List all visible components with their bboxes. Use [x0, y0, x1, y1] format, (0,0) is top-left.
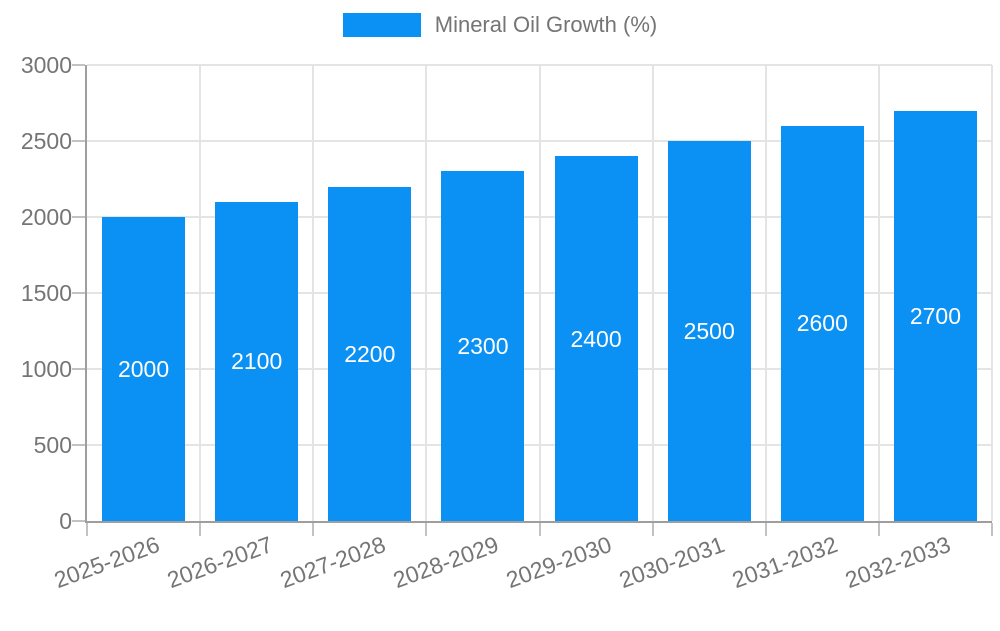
bar	[441, 171, 525, 521]
gridline-vertical	[312, 65, 315, 521]
y-tick	[72, 292, 85, 294]
legend: Mineral Oil Growth (%)	[0, 12, 1000, 38]
y-axis-tick-label: 0	[59, 508, 72, 534]
y-axis-line	[85, 65, 87, 523]
x-axis-line	[85, 521, 992, 523]
y-axis-tick-label: 1000	[20, 356, 72, 382]
y-tick	[72, 444, 85, 446]
y-tick	[72, 140, 85, 142]
bar-value-label: 2200	[344, 340, 396, 367]
bar	[667, 141, 751, 521]
gridline-vertical	[651, 65, 654, 521]
gridline-vertical	[199, 65, 202, 521]
bar-value-label: 2700	[909, 302, 962, 329]
bar	[554, 156, 638, 521]
plot-area: 2000 2100 2200 2300 2400 2500 2600 2700	[87, 64, 993, 521]
x-tick	[425, 523, 428, 536]
gridline-vertical	[991, 65, 993, 521]
y-axis-tick-label: 1500	[20, 280, 72, 306]
y-axis-tick-label: 500	[33, 432, 72, 458]
bar	[215, 201, 299, 521]
x-tick	[651, 523, 654, 536]
bar	[780, 125, 864, 521]
legend-label: Mineral Oil Growth (%)	[434, 12, 658, 37]
bar	[328, 186, 412, 521]
x-tick	[199, 523, 202, 536]
gridline-vertical	[538, 65, 541, 521]
y-tick	[72, 216, 85, 218]
x-tick	[312, 523, 315, 536]
bar-value-label: 2300	[457, 333, 509, 360]
y-tick	[72, 368, 85, 370]
bar	[102, 217, 186, 521]
legend-swatch	[342, 13, 421, 37]
x-tick	[764, 523, 767, 536]
y-tick	[72, 64, 85, 66]
bar-value-label: 2400	[570, 325, 622, 352]
gridline-vertical	[425, 65, 428, 521]
bar-value-label: 2600	[796, 310, 848, 337]
y-axis-tick-label: 2500	[20, 128, 72, 154]
bar	[893, 110, 977, 521]
x-tick	[877, 523, 880, 536]
gridline-vertical	[764, 65, 767, 521]
gridline-vertical	[877, 65, 880, 521]
x-tick	[86, 523, 88, 536]
y-axis-tick-label: 3000	[20, 52, 72, 78]
x-tick	[991, 523, 993, 536]
bar-chart: Mineral Oil Growth (%) 2000 2100 2200 2300 2…	[0, 12, 1000, 594]
x-tick	[538, 523, 541, 536]
y-tick	[72, 520, 85, 522]
y-axis-tick-label: 2000	[20, 204, 72, 230]
bar-value-label: 2000	[117, 356, 170, 382]
bar-value-label: 2100	[231, 348, 283, 375]
bar-value-label: 2500	[683, 318, 735, 344]
